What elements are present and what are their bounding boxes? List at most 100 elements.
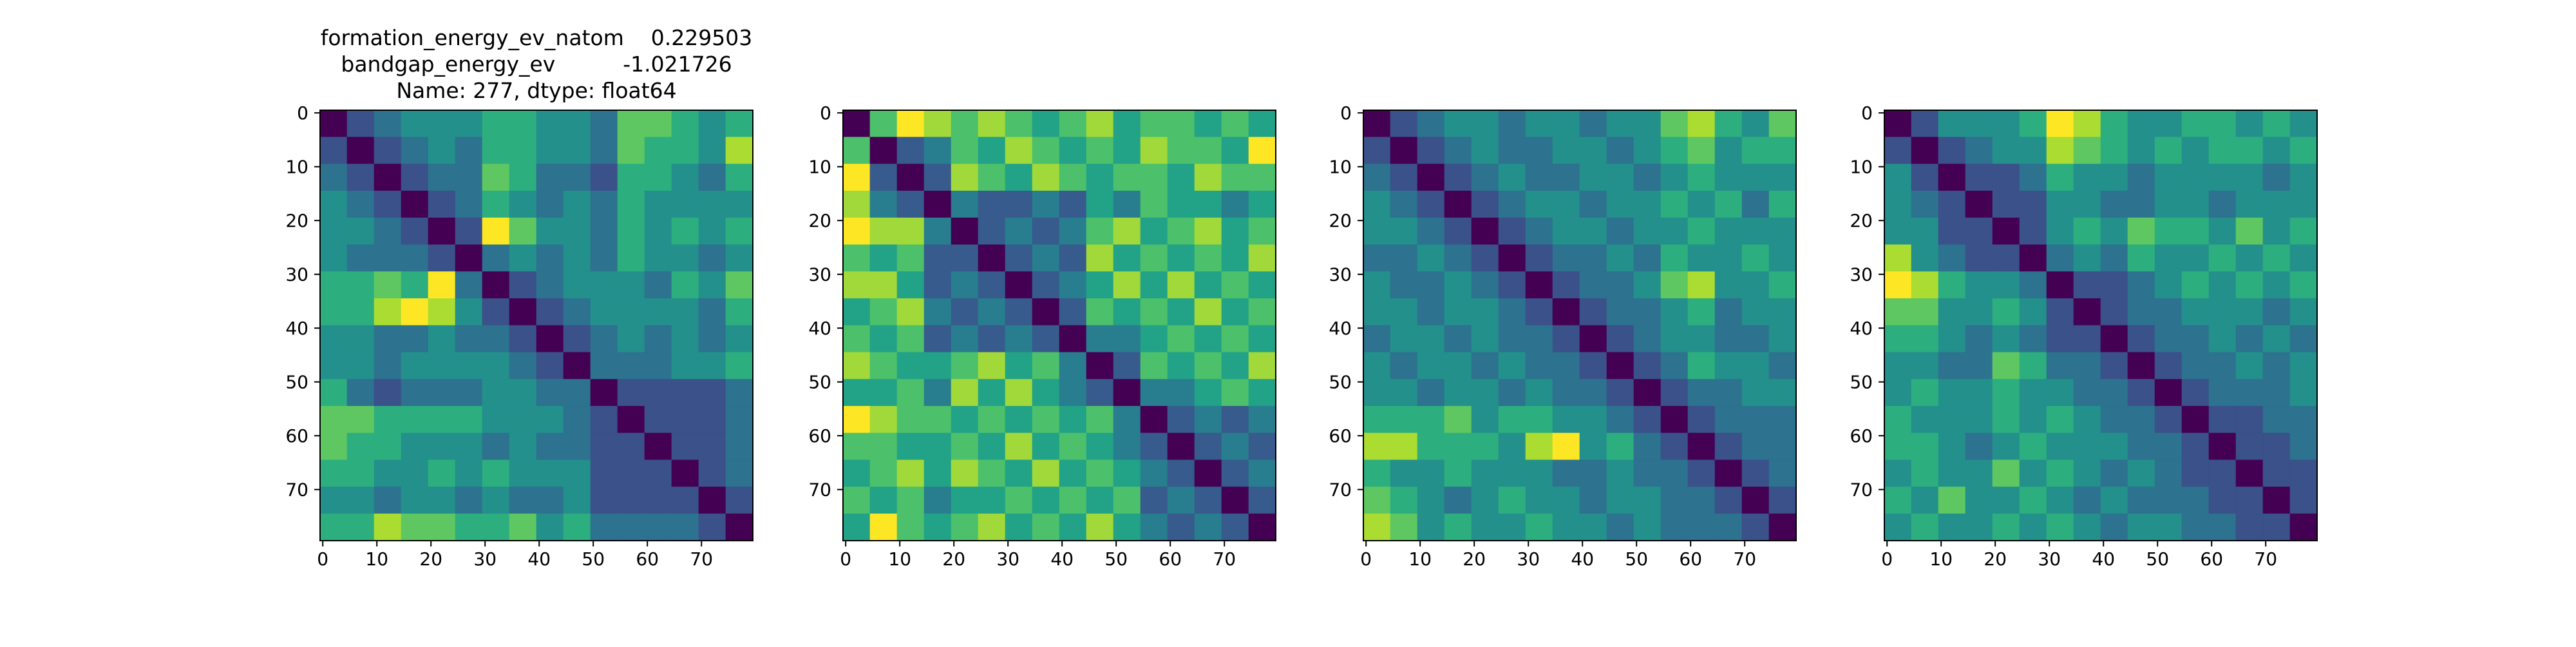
- heatmap-cell: [1768, 459, 1797, 487]
- heatmap-cell: [842, 190, 871, 218]
- heatmap-cell: [1086, 459, 1114, 487]
- heatmap-cell: [346, 432, 375, 461]
- x-tick-label: 40: [1571, 548, 1594, 570]
- heatmap-cell: [2073, 190, 2101, 218]
- heatmap-cell: [1579, 244, 1607, 272]
- heatmap-cell: [374, 459, 402, 487]
- heatmap-cell: [2046, 110, 2074, 138]
- heatmap-cell: [1005, 432, 1033, 461]
- heatmap-cell: [455, 244, 483, 272]
- heatmap-cell: [346, 405, 375, 434]
- heatmap-cell: [1552, 487, 1580, 514]
- heatmap-cell: [1884, 432, 1912, 461]
- heatmap-cell: [1911, 487, 1939, 514]
- heatmap-cell: [2046, 487, 2074, 514]
- heatmap-cell: [1086, 190, 1114, 218]
- heatmap-cell: [2181, 244, 2210, 272]
- heatmap-cell: [1444, 379, 1472, 407]
- heatmap-cell: [671, 164, 699, 191]
- heatmap-cell: [374, 137, 402, 164]
- heatmap-cell: [1221, 352, 1249, 380]
- heatmap-cell: [1741, 325, 1770, 353]
- heatmap-cell: [2154, 110, 2183, 138]
- heatmap-cell: [2019, 459, 2047, 487]
- heatmap-cell: [1471, 487, 1499, 514]
- heatmap-cell: [1911, 459, 1939, 487]
- heatmap-cell: [1248, 379, 1276, 407]
- heatmap-cell: [1167, 513, 1195, 541]
- heatmap-cell: [1965, 244, 1993, 272]
- heatmap-cell: [1965, 352, 1993, 380]
- heatmap-cell: [2127, 110, 2155, 138]
- heatmap-cell: [1498, 110, 1526, 138]
- heatmap-cell: [1714, 513, 1743, 541]
- heatmap-cell: [869, 190, 898, 218]
- heatmap-cell: [869, 379, 898, 407]
- heatmap-cell: [1965, 271, 1993, 299]
- heatmap-cell: [842, 325, 871, 353]
- heatmap-cell: [923, 190, 952, 218]
- heatmap-cell: [1965, 459, 1993, 487]
- heatmap-cell: [1248, 190, 1276, 218]
- heatmap-cell: [1086, 298, 1114, 326]
- heatmap-cell: [1938, 217, 1966, 246]
- heatmap-cell: [2046, 325, 2074, 353]
- heatmap-cell: [1911, 217, 1939, 246]
- heatmap-cell: [725, 352, 753, 380]
- heatmap-cell: [1606, 244, 1634, 272]
- heatmap-cell: [2289, 459, 2318, 487]
- y-tick-label: 20: [1850, 210, 1873, 231]
- heatmap-cell: [1167, 164, 1195, 191]
- heatmap-cell: [401, 271, 429, 299]
- x-tick-label: 20: [1463, 548, 1486, 570]
- heatmap-cell: [563, 110, 591, 138]
- heatmap-cell: [1363, 298, 1391, 326]
- y-tick-label: 60: [808, 425, 831, 447]
- heatmap-cell: [1140, 217, 1168, 246]
- heatmap-cell: [1005, 352, 1033, 380]
- heatmap-cell: [1390, 271, 1418, 299]
- heatmap-cell: [1525, 513, 1553, 541]
- heatmap-cell: [1444, 352, 1472, 380]
- heatmap-cell: [698, 487, 726, 514]
- heatmap-cell: [1221, 164, 1249, 191]
- heatmap-cell: [1884, 352, 1912, 380]
- heatmap-cell: [455, 110, 483, 138]
- heatmap-cell: [1992, 352, 2020, 380]
- heatmap-cell: [698, 352, 726, 380]
- heatmap-cell: [842, 379, 871, 407]
- heatmap-cell: [2046, 432, 2074, 461]
- heatmap-cell: [1032, 513, 1060, 541]
- heatmap-cell: [2208, 325, 2237, 353]
- heatmap-cell: [428, 190, 456, 218]
- heatmap-cell: [725, 271, 753, 299]
- heatmap-cell: [842, 244, 871, 272]
- heatmap-cell: [2073, 110, 2101, 138]
- heatmap-cell: [1471, 244, 1499, 272]
- heatmap-cell: [563, 244, 591, 272]
- x-tick-label: 60: [636, 548, 659, 570]
- heatmap-cell: [2235, 271, 2264, 299]
- heatmap-cell: [2046, 164, 2074, 191]
- heatmap-cell: [1444, 325, 1472, 353]
- heatmap-cell: [374, 164, 402, 191]
- heatmap-cell: [1059, 298, 1087, 326]
- heatmap-cell: [509, 271, 537, 299]
- heatmap-cell: [482, 325, 510, 353]
- y-tick-label: 40: [1850, 318, 1873, 339]
- heatmap-cell: [842, 432, 871, 461]
- x-tick-label: 70: [1733, 548, 1756, 570]
- heatmap-cell: [2100, 137, 2128, 164]
- heatmap-cell: [698, 164, 726, 191]
- heatmap-cell: [1471, 379, 1499, 407]
- heatmap-cell: [1194, 137, 1222, 164]
- heatmap-cell: [1498, 379, 1526, 407]
- heatmap-cell: [536, 352, 564, 380]
- heatmap-cell: [1005, 137, 1033, 164]
- heatmap-cell: [1687, 244, 1716, 272]
- heatmap-cell: [1140, 190, 1168, 218]
- heatmap-cell: [1248, 217, 1276, 246]
- heatmap-cell: [1965, 298, 1993, 326]
- heatmap-cell: [978, 190, 1006, 218]
- heatmap-cell: [1032, 164, 1060, 191]
